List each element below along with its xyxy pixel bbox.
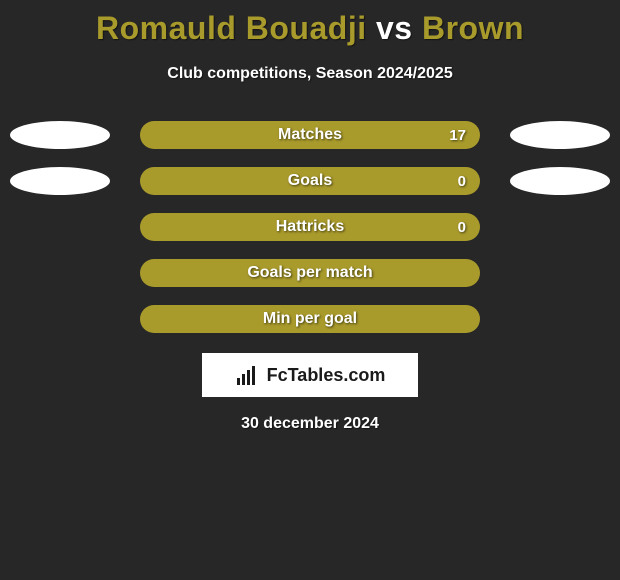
stat-bar: Min per goal	[140, 305, 480, 333]
stat-label: Goals per match	[247, 264, 372, 282]
stat-label: Hattricks	[276, 218, 344, 236]
page-title: Romauld Bouadji vs Brown	[96, 10, 524, 47]
left-ellipse	[10, 121, 110, 149]
logo-text: FcTables.com	[267, 365, 386, 386]
stat-value: 0	[458, 173, 466, 190]
comparison-widget: Romauld Bouadji vs Brown Club competitio…	[0, 0, 620, 433]
stat-label: Matches	[278, 126, 342, 144]
stat-row: Matches 17	[0, 121, 620, 149]
stat-bar: Matches 17	[140, 121, 480, 149]
stat-value: 0	[458, 219, 466, 236]
stat-row: Goals 0	[0, 167, 620, 195]
right-ellipse	[510, 167, 610, 195]
left-ellipse	[10, 167, 110, 195]
stat-bar: Hattricks 0	[140, 213, 480, 241]
stats-area: Matches 17 Goals 0 Hattricks 0 Goals per match…	[0, 121, 620, 333]
title-part: vs	[367, 10, 422, 46]
stat-value: 17	[449, 127, 466, 144]
subtitle: Club competitions, Season 2024/2025	[167, 65, 452, 83]
stat-bar: Goals per match	[140, 259, 480, 287]
title-part: Brown	[422, 10, 524, 46]
stat-label: Goals	[288, 172, 332, 190]
date-label: 30 december 2024	[241, 415, 379, 433]
title-part: Romauld Bouadji	[96, 10, 367, 46]
chart-icon	[235, 365, 261, 385]
stat-row: Min per goal	[0, 305, 620, 333]
stat-label: Min per goal	[263, 310, 357, 328]
stat-bar: Goals 0	[140, 167, 480, 195]
stat-row: Hattricks 0	[0, 213, 620, 241]
stat-row: Goals per match	[0, 259, 620, 287]
logo-box[interactable]: FcTables.com	[202, 353, 418, 397]
right-ellipse	[510, 121, 610, 149]
